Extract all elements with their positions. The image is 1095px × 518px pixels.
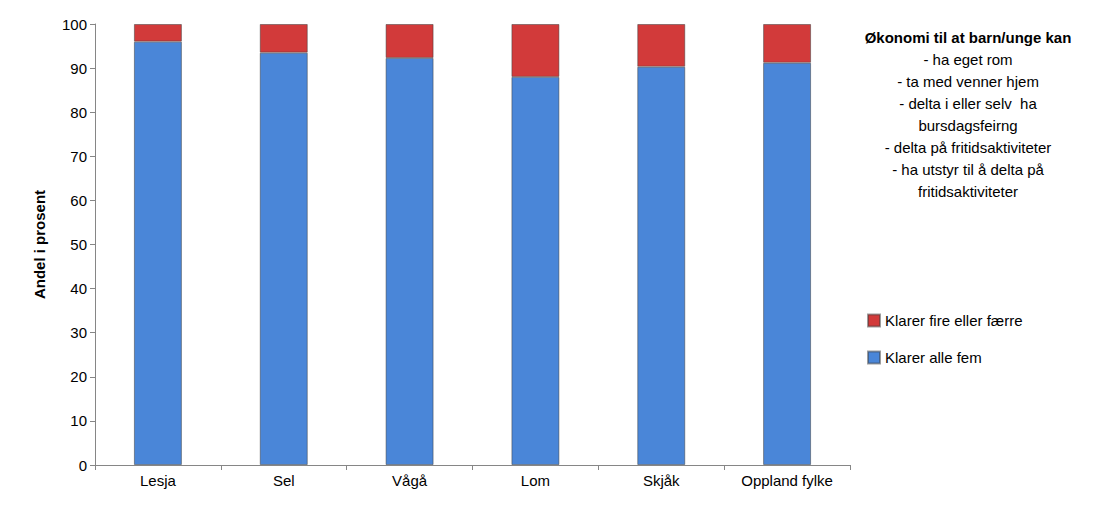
svg-text:60: 60	[70, 192, 87, 209]
svg-text:Andel i prosent: Andel i prosent	[31, 190, 48, 299]
svg-text:Sel: Sel	[273, 472, 295, 489]
svg-text:Oppland fylke: Oppland fylke	[741, 472, 833, 489]
svg-text:Økonomi til at barn/unge kan: Økonomi til at barn/unge kan	[865, 29, 1072, 46]
svg-text:fritidsaktiviteter: fritidsaktiviteter	[918, 183, 1018, 200]
svg-text:- ha utstyr til å delta på: - ha utstyr til å delta på	[892, 161, 1044, 178]
svg-text:50: 50	[70, 236, 87, 253]
svg-text:30: 30	[70, 324, 87, 341]
svg-text:Vågå: Vågå	[392, 472, 428, 489]
svg-text:80: 80	[70, 104, 87, 121]
svg-text:- delta på fritidsaktiviteter: - delta på fritidsaktiviteter	[885, 139, 1052, 156]
svg-text:- ha eget rom: - ha eget rom	[923, 51, 1012, 68]
svg-text:40: 40	[70, 280, 87, 297]
svg-text:Klarer fire eller færre: Klarer fire eller færre	[885, 312, 1023, 329]
svg-text:10: 10	[70, 412, 87, 429]
svg-text:Skjåk: Skjåk	[643, 472, 680, 489]
svg-text:100: 100	[62, 16, 87, 33]
svg-text:Lesja: Lesja	[140, 472, 177, 489]
svg-text:bursdagsfeirng: bursdagsfeirng	[918, 117, 1017, 134]
svg-text:Klarer alle fem: Klarer alle fem	[885, 349, 982, 366]
svg-text:20: 20	[70, 368, 87, 385]
svg-text:70: 70	[70, 148, 87, 165]
svg-text:- delta i eller selv ha: - delta i eller selv ha	[899, 95, 1037, 112]
svg-text:- ta med venner hjem: - ta med venner hjem	[897, 73, 1039, 90]
svg-text:90: 90	[70, 60, 87, 77]
svg-text:0: 0	[79, 457, 87, 474]
svg-text:Lom: Lom	[521, 472, 550, 489]
